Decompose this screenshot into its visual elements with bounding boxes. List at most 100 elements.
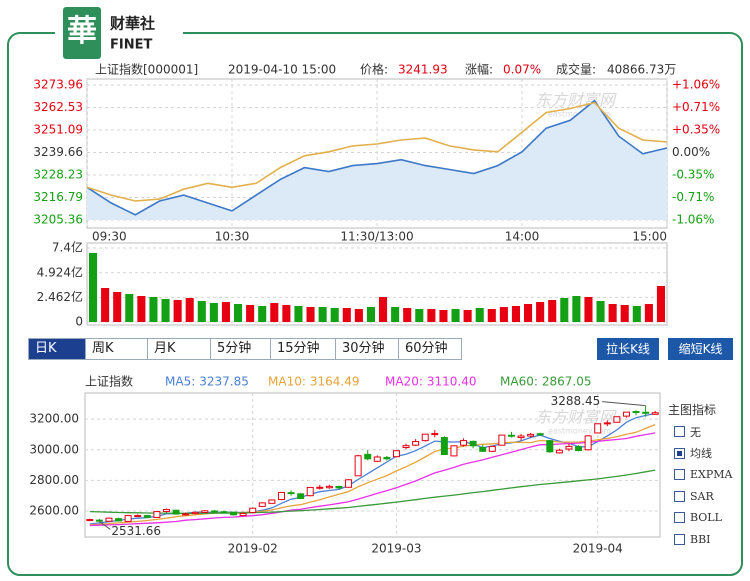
candle-body [287, 492, 295, 495]
checkbox[interactable] [674, 512, 685, 524]
volume-bar [596, 301, 605, 322]
volume: 40866.73万 [607, 63, 676, 77]
period-button[interactable]: 60分钟 [405, 341, 448, 356]
indicator-option[interactable]: 无 [668, 421, 732, 443]
candle-body [134, 515, 142, 518]
volume-label: 成交量: [556, 62, 596, 77]
volume-bar [560, 298, 569, 322]
period-button[interactable]: 15分钟 [271, 339, 336, 359]
y-tick-label: 3239.66 [33, 145, 83, 159]
candle-body [421, 433, 429, 442]
candle-body [622, 411, 630, 417]
candle-body [277, 491, 285, 501]
candle-body [527, 433, 535, 437]
y-tick-label: 2.462亿 [37, 289, 83, 304]
candle-body [431, 433, 439, 436]
indicator-panel: 主图指标 无 均线 EXPMA SAR BOLL BBI [668, 401, 732, 550]
low-annotation: 2531.66 [111, 524, 161, 538]
volume-bar [584, 297, 593, 322]
y2-tick-label: 0.00% [672, 145, 710, 159]
candle-body [392, 450, 400, 458]
candle-body [220, 511, 228, 514]
legend-name: MA5: [165, 375, 195, 389]
volume-bar [379, 297, 388, 322]
indicator-option[interactable]: 均线 [668, 443, 732, 465]
volume-bar [294, 306, 303, 322]
y-tick-label: 3000.00 [29, 442, 79, 456]
volume-bar [620, 305, 629, 322]
line [86, 99, 668, 216]
checkbox[interactable] [674, 469, 685, 481]
checkbox[interactable] [674, 447, 685, 459]
indicator-option[interactable]: BBI [668, 529, 732, 551]
volume-bar [536, 302, 545, 322]
volume-bar [415, 309, 424, 322]
volume-bar [451, 309, 460, 322]
x-tick-label: 09:30 [92, 230, 127, 244]
logo-glyph: 華 [67, 14, 97, 49]
y2-tick-label: +1.06% [672, 78, 720, 92]
candle-body [450, 445, 458, 457]
legend-name: MA60: [500, 375, 538, 389]
candle-body [182, 513, 190, 516]
option-label: EXPMA [690, 468, 733, 482]
period-button[interactable]: 月K [148, 339, 211, 359]
candle-body [335, 486, 343, 489]
volume-bar [270, 303, 279, 322]
time: 2019-04-10 15:00 [228, 63, 336, 77]
volume-bar [391, 307, 400, 322]
period-button[interactable]: 30分钟 [336, 339, 399, 359]
kline-frame [84, 392, 661, 538]
checkbox[interactable] [674, 490, 685, 502]
candle-body [373, 456, 381, 462]
candle-body [460, 440, 468, 446]
candle-body [172, 509, 180, 515]
x-tick-label: 15:00 [632, 230, 667, 244]
candle-body [268, 499, 276, 504]
candle-body [412, 441, 420, 446]
line [86, 101, 668, 202]
period-button[interactable]: 周K [86, 339, 148, 359]
legend-value: 3164.49 [310, 375, 360, 389]
period-toolbar: 日K 周K 月K 5分钟 15分钟 30分钟 60分钟 [28, 338, 462, 360]
volume-bar [318, 307, 327, 322]
candle-body [642, 411, 650, 414]
volume-bar [354, 309, 363, 322]
volume-bar [511, 306, 520, 322]
zoom-out-button[interactable]: 拉长K线 [597, 338, 659, 360]
option-label: 均线 [690, 447, 712, 461]
volume-bar [173, 300, 182, 322]
y2-tick-label: -0.35% [672, 167, 714, 181]
candle-body [239, 512, 247, 517]
volume-bar [548, 300, 557, 322]
volume-bar [161, 299, 170, 322]
price-label: 价格: [360, 62, 388, 77]
candle-body [488, 445, 496, 452]
checkbox[interactable] [674, 533, 685, 545]
volume-bar [463, 310, 472, 322]
candle-body [469, 440, 477, 447]
indicator-option[interactable]: EXPMA [668, 464, 732, 486]
legend-value: 2867.05 [542, 375, 592, 389]
period-button[interactable]: 5分钟 [211, 339, 271, 359]
volume-bar [246, 305, 255, 322]
candle-body [364, 453, 372, 460]
legend-name: MA20: [385, 375, 423, 389]
volume-bar [403, 308, 412, 322]
volume-bar [330, 308, 339, 322]
candle-body [651, 412, 659, 415]
indicator-option[interactable]: BOLL [668, 507, 732, 529]
watermark-url: eastmoney.com [548, 427, 611, 436]
volume-bar [656, 286, 665, 322]
stock-name: 上证指数[000001] [95, 62, 198, 77]
option-label: BOLL [690, 511, 722, 525]
zoom-in-button[interactable]: 缩短K线 [668, 338, 733, 360]
period-button[interactable]: 日K [29, 339, 86, 359]
chart-title: 上证指数 [85, 374, 133, 389]
indicator-option[interactable]: SAR [668, 486, 732, 508]
volume-bar [306, 307, 315, 322]
volume-bar [439, 310, 448, 322]
checkbox[interactable] [674, 426, 685, 438]
volume-bar [499, 307, 508, 322]
